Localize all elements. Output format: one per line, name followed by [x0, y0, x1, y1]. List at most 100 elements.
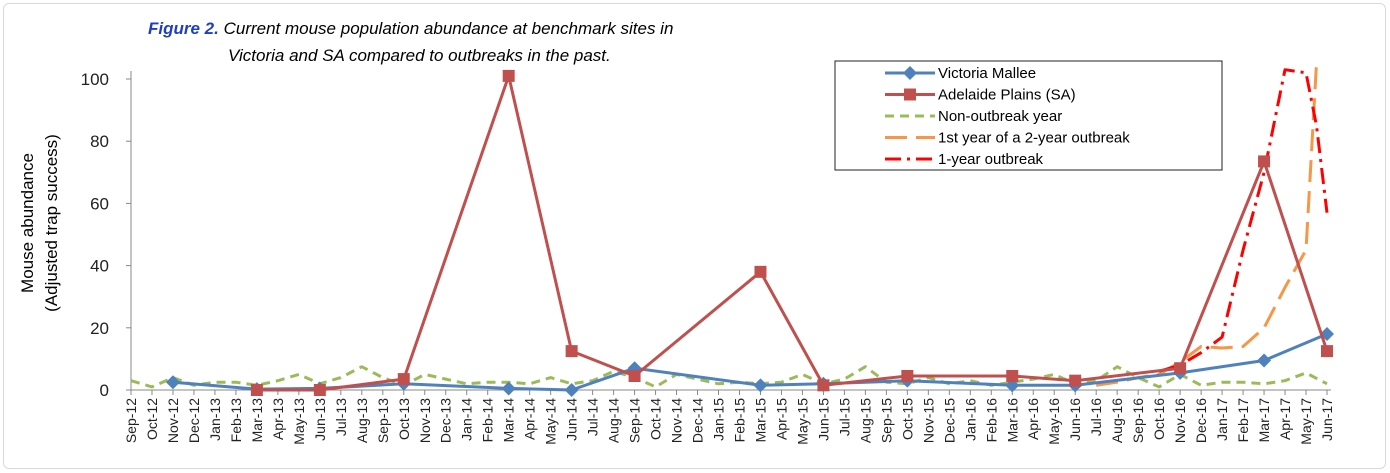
y-tick-label: 20 — [90, 319, 109, 338]
axes: 0 20 40 60 80 100 Sep-12 Oct-12 Nov-12 Dec-12 Jan-… — [81, 70, 1335, 445]
data-point-diamond — [753, 378, 768, 393]
legend-item-non-outbreak-year: Non-outbreak year — [885, 108, 1062, 125]
legend-item-1-year-outbreak: 1-year outbreak — [885, 151, 1044, 168]
data-point-diamond — [564, 383, 579, 397]
y-tick-label: 60 — [90, 194, 109, 213]
x-tick-label: Jul-13 — [333, 398, 349, 436]
y-tick-label: 0 — [100, 381, 109, 400]
x-tick-label: Sep-14 — [627, 398, 643, 443]
x-tick-label: Jul-15 — [836, 398, 852, 436]
legend-item-victoria-mallee: Victoria Mallee — [885, 65, 1036, 82]
x-tick-label: May-14 — [543, 398, 559, 445]
x-tick-label: Oct-13 — [396, 398, 412, 440]
x-tick-label: Apr-14 — [522, 398, 538, 440]
legend-label: Adelaide Plains (SA) — [938, 87, 1076, 104]
data-point-square — [1006, 370, 1019, 383]
x-tick-label: Jun-16 — [1067, 398, 1083, 441]
x-tick-label: Aug-13 — [354, 398, 370, 443]
x-tick-label: Jan-14 — [459, 398, 475, 441]
data-point-square — [313, 384, 326, 396]
x-tick-label: May-16 — [1046, 398, 1062, 445]
legend-box — [834, 60, 1223, 171]
x-tick-label: Jan-17 — [1214, 398, 1230, 441]
x-tick-label: Mar-14 — [501, 398, 517, 443]
x-tick-label: Jun-14 — [564, 398, 580, 441]
x-tick-label: May-17 — [1298, 398, 1314, 445]
x-tick-label: Sep-16 — [1130, 398, 1146, 443]
figure-title-line-1: Figure 2. Current mouse population abund… — [148, 19, 673, 38]
legend-label: 1st year of a 2-year outbreak — [938, 130, 1130, 147]
x-tick-label: Mar-15 — [752, 398, 768, 443]
data-point-square — [397, 373, 410, 386]
x-tick-label: Aug-15 — [857, 398, 873, 443]
x-tick-label: Apr-16 — [1025, 398, 1041, 440]
data-point-square — [628, 370, 641, 383]
x-tick-label: Aug-16 — [1109, 398, 1125, 443]
x-tick-label: May-15 — [794, 398, 810, 445]
x-tick-label: Jan-15 — [711, 398, 727, 441]
x-tick-label: Mar-17 — [1256, 398, 1272, 443]
x-tick-label: Aug-14 — [606, 398, 622, 443]
data-point-square — [1174, 362, 1187, 375]
x-tick-label: Oct-12 — [144, 398, 160, 440]
y-axis-label-line-1: Mouse abundance — [18, 153, 37, 293]
x-tick-label: Feb-15 — [731, 398, 747, 443]
x-tick-label: Mar-13 — [249, 398, 265, 443]
x-tick-label: Jun-15 — [815, 398, 831, 441]
y-axis-label-line-2: (Adjusted trap success) — [42, 134, 61, 312]
legend-label: Victoria Mallee — [938, 65, 1036, 82]
series-layer — [130, 63, 1334, 397]
series-adelaide-plains-sa — [250, 69, 1333, 396]
x-tick-label: Apr-13 — [270, 398, 286, 440]
figure-title-line-2: Victoria and SA compared to outbreaks in… — [228, 46, 611, 65]
legend-item-adelaide-plains-sa: Adelaide Plains (SA) — [885, 87, 1076, 104]
x-tick-label: Feb-14 — [480, 398, 496, 443]
data-point-square — [250, 384, 263, 396]
x-tick-label: Feb-16 — [983, 398, 999, 443]
data-point-square — [754, 265, 767, 278]
data-point-square — [502, 69, 515, 82]
data-point-square — [565, 345, 578, 358]
data-point-diamond — [501, 381, 516, 396]
legend-marker-square — [904, 88, 916, 101]
x-tick-label: Dec-15 — [941, 398, 957, 443]
x-tick-label: Sep-12 — [123, 398, 139, 443]
figure-title-text: Current mouse population abundance at be… — [219, 19, 674, 38]
x-tick-label: Feb-17 — [1235, 398, 1251, 443]
legend-label: 1-year outbreak — [938, 151, 1044, 168]
x-tick-label: Dec-14 — [690, 398, 706, 443]
x-tick-label: Jul-14 — [585, 398, 601, 436]
x-tick-label: Jun-13 — [312, 398, 328, 441]
x-tick-label: May-13 — [291, 398, 307, 445]
x-tick-label: Jan-16 — [962, 398, 978, 441]
legend: Victoria Mallee Adelaide Plains (SA) Non-o… — [834, 60, 1223, 171]
x-tick-label: Feb-13 — [228, 398, 244, 443]
x-tick-label: Oct-16 — [1151, 398, 1167, 440]
series-line — [1158, 68, 1329, 373]
x-tick-label: Dec-13 — [438, 398, 454, 443]
x-tick-label: Nov-15 — [920, 398, 936, 443]
x-tick-label: Nov-13 — [417, 398, 433, 443]
legend-marker-diamond — [903, 66, 917, 80]
x-tick-label: Oct-15 — [899, 398, 915, 440]
x-tick-label: Nov-16 — [1172, 398, 1188, 443]
series-line — [255, 74, 1329, 392]
data-point-square — [817, 379, 830, 392]
series-line — [130, 365, 1328, 389]
series-1-year-outbreak — [1158, 68, 1329, 373]
data-point-square — [1258, 155, 1271, 168]
data-point-square — [1321, 345, 1333, 358]
data-point-square — [1069, 374, 1082, 387]
x-tick-label: Jun-17 — [1319, 398, 1335, 441]
x-tick-label: Nov-12 — [165, 398, 181, 443]
x-tick-label: Dec-12 — [186, 398, 202, 443]
x-tick-label: Nov-14 — [669, 398, 685, 443]
x-tick-label: Apr-17 — [1277, 398, 1293, 440]
data-point-diamond — [165, 375, 180, 390]
y-tick-label: 40 — [90, 257, 109, 276]
data-point-diamond — [1257, 353, 1272, 368]
x-tick-label: Jul-16 — [1088, 398, 1104, 436]
x-tick-label: Sep-13 — [375, 398, 391, 443]
legend-item-1st-year-of-a-2-year-outbreak: 1st year of a 2-year outbreak — [885, 130, 1130, 147]
